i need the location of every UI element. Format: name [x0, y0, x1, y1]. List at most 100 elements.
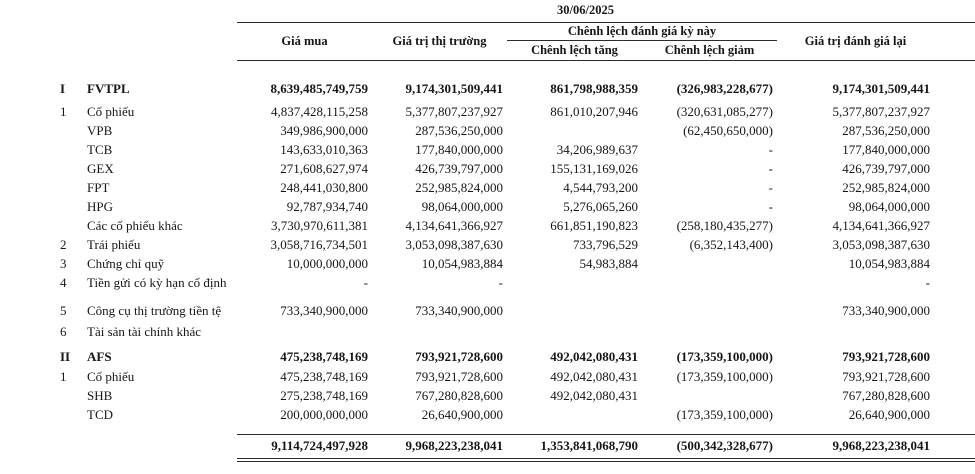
row-value: [507, 121, 642, 140]
table-row: 2 Trái phiếu 3,058,716,734,501 3,053,098,38…: [0, 235, 975, 254]
row-label: Tài sản tài chính khác: [87, 323, 202, 339]
row-index: [0, 216, 85, 235]
row-value: 426,739,797,000: [415, 160, 503, 176]
row-value: 5,377,807,237,927: [832, 103, 931, 119]
row-value: 793,921,728,600: [842, 348, 931, 364]
row-index: [0, 197, 85, 216]
table-row: 4 Tiền gửi có kỳ hạn cố định - - -: [0, 273, 975, 292]
row-label: VPB: [87, 122, 113, 138]
row-value: 177,840,000,000: [842, 141, 931, 157]
row-value: 793,921,728,600: [415, 348, 503, 364]
total-row: 9,114,724,497,928 9,968,223,238,041 1,35…: [0, 433, 975, 462]
total-chenh-lech-tang: 1,353,841,068,790: [507, 433, 642, 462]
total-label: [0, 434, 237, 460]
row-value: [507, 273, 642, 292]
row-value: 4,134,641,366,927: [832, 217, 931, 233]
header-left-spacer: [0, 0, 237, 22]
row-value: 10,054,983,884: [848, 255, 931, 271]
header-row-sub: Chênh lệch tăng Chênh lệch giảm: [0, 40, 975, 61]
row-label: AFS: [87, 348, 112, 364]
date-row: 30/06/2025: [0, 0, 975, 23]
table-footer: 9,114,724,497,928 9,968,223,238,041 1,35…: [0, 424, 975, 462]
row-value: 252,985,824,000: [842, 179, 931, 195]
row-value: -: [768, 160, 773, 176]
table-row: 5 Công cụ thị trường tiền tệ 733,340,900,0…: [0, 301, 975, 320]
row-index: 1: [60, 368, 67, 384]
row-value: [507, 301, 642, 320]
row-value: 861,010,207,946: [550, 103, 638, 119]
table-row: TCD 200,000,000,000 26,640,900,000 (173,359…: [0, 405, 975, 424]
table-row: 1 Cổ phiếu 4,837,428,115,258 5,377,807,237,…: [0, 102, 975, 121]
table-row: II AFS 475,238,748,169 793,921,728,600 492,0…: [0, 347, 975, 366]
spacer-row: [0, 292, 975, 301]
table-row: FPT 248,441,030,800 252,985,824,000 4,544,7…: [0, 178, 975, 197]
row-value: 793,921,728,600: [842, 368, 931, 384]
row-value: 492,042,080,431: [550, 348, 638, 364]
table-body: I FVTPL 8,639,485,749,759 9,174,301,509,441…: [0, 60, 975, 424]
row-value: 475,238,748,169: [280, 368, 368, 384]
row-value: 426,739,797,000: [842, 160, 931, 176]
row-value: -: [768, 179, 773, 195]
row-value: 733,796,529: [573, 236, 638, 252]
row-value: 155,131,169,026: [550, 160, 638, 176]
table-row: I FVTPL 8,639,485,749,759 9,174,301,509,441…: [0, 79, 975, 98]
row-value: 3,730,970,611,381: [270, 217, 368, 233]
row-value: 248,441,030,800: [280, 179, 368, 195]
financial-table: 30/06/2025 Giá mua Giá trị thị trường Ch…: [0, 0, 975, 462]
row-value: 3,053,098,387,630: [832, 236, 931, 252]
row-value: 177,840,000,000: [415, 141, 503, 157]
row-value: 92,787,934,740: [286, 198, 368, 214]
row-value: 861,798,988,359: [550, 80, 638, 96]
row-value: (62,450,650,000): [683, 122, 773, 138]
report-date: 30/06/2025: [237, 0, 975, 23]
total-gia-tri-thi-truong: 9,968,223,238,041: [372, 433, 507, 462]
row-index: [0, 386, 85, 405]
row-value: 26,640,900,000: [421, 406, 503, 422]
row-value: 5,377,807,237,927: [405, 103, 504, 119]
row-value: -: [925, 274, 931, 290]
row-value: 200,000,000,000: [280, 406, 368, 422]
row-value: [507, 405, 642, 424]
row-value: (326,983,228,677): [676, 80, 773, 96]
row-value: 287,536,250,000: [842, 122, 931, 138]
total-gia-tri-danh-gia-lai: 9,968,223,238,041: [777, 433, 975, 462]
row-value: 767,280,828,600: [842, 387, 931, 403]
spacer-row: [0, 424, 975, 434]
row-index: 3: [60, 255, 67, 271]
row-value: 4,134,641,366,927: [405, 217, 504, 233]
row-value: 9,174,301,509,441: [405, 80, 504, 96]
table-row: 1 Cổ phiếu 475,238,748,169 793,921,728,600 4…: [0, 367, 975, 386]
row-label: HPG: [87, 198, 114, 214]
table-row: 3 Chứng chỉ quỹ 10,000,000,000 10,054,983,8…: [0, 254, 975, 273]
col-header-chenh-lech-giam: Chênh lệch giảm: [642, 40, 777, 61]
table-header: 30/06/2025 Giá mua Giá trị thị trường Ch…: [0, 0, 975, 61]
row-label: Công cụ thị trường tiền tệ: [87, 302, 222, 318]
row-label: GEX: [87, 160, 114, 176]
row-label: TCB: [87, 141, 113, 157]
row-value: 287,536,250,000: [415, 122, 503, 138]
row-index: [0, 178, 85, 197]
row-value: 4,837,428,115,258: [270, 103, 368, 119]
row-label: Trái phiếu: [87, 236, 141, 252]
row-index: 2: [60, 236, 67, 252]
row-value: [372, 322, 507, 341]
row-value: 275,238,748,169: [280, 387, 368, 403]
row-label: SHB: [87, 387, 113, 403]
row-value: 492,042,080,431: [550, 368, 638, 384]
row-index: 5: [60, 302, 67, 318]
header-left-spacer: [0, 22, 237, 60]
row-value: 143,633,010,363: [280, 141, 368, 157]
row-value: 26,640,900,000: [848, 406, 931, 422]
row-value: [642, 386, 777, 405]
table-row: SHB 275,238,748,169 767,280,828,600 492,042…: [0, 386, 975, 405]
row-value: (6,352,143,400): [689, 236, 773, 252]
row-value: 9,174,301,509,441: [832, 80, 931, 96]
row-value: 492,042,080,431: [550, 387, 638, 403]
col-header-chenh-lech-tang: Chênh lệch tăng: [507, 40, 642, 61]
row-index: I: [60, 80, 66, 96]
row-value: 661,851,190,823: [550, 217, 638, 233]
row-index: [0, 405, 85, 424]
row-label: Các cổ phiếu khác: [87, 217, 183, 233]
row-label: FVTPL: [87, 80, 130, 96]
